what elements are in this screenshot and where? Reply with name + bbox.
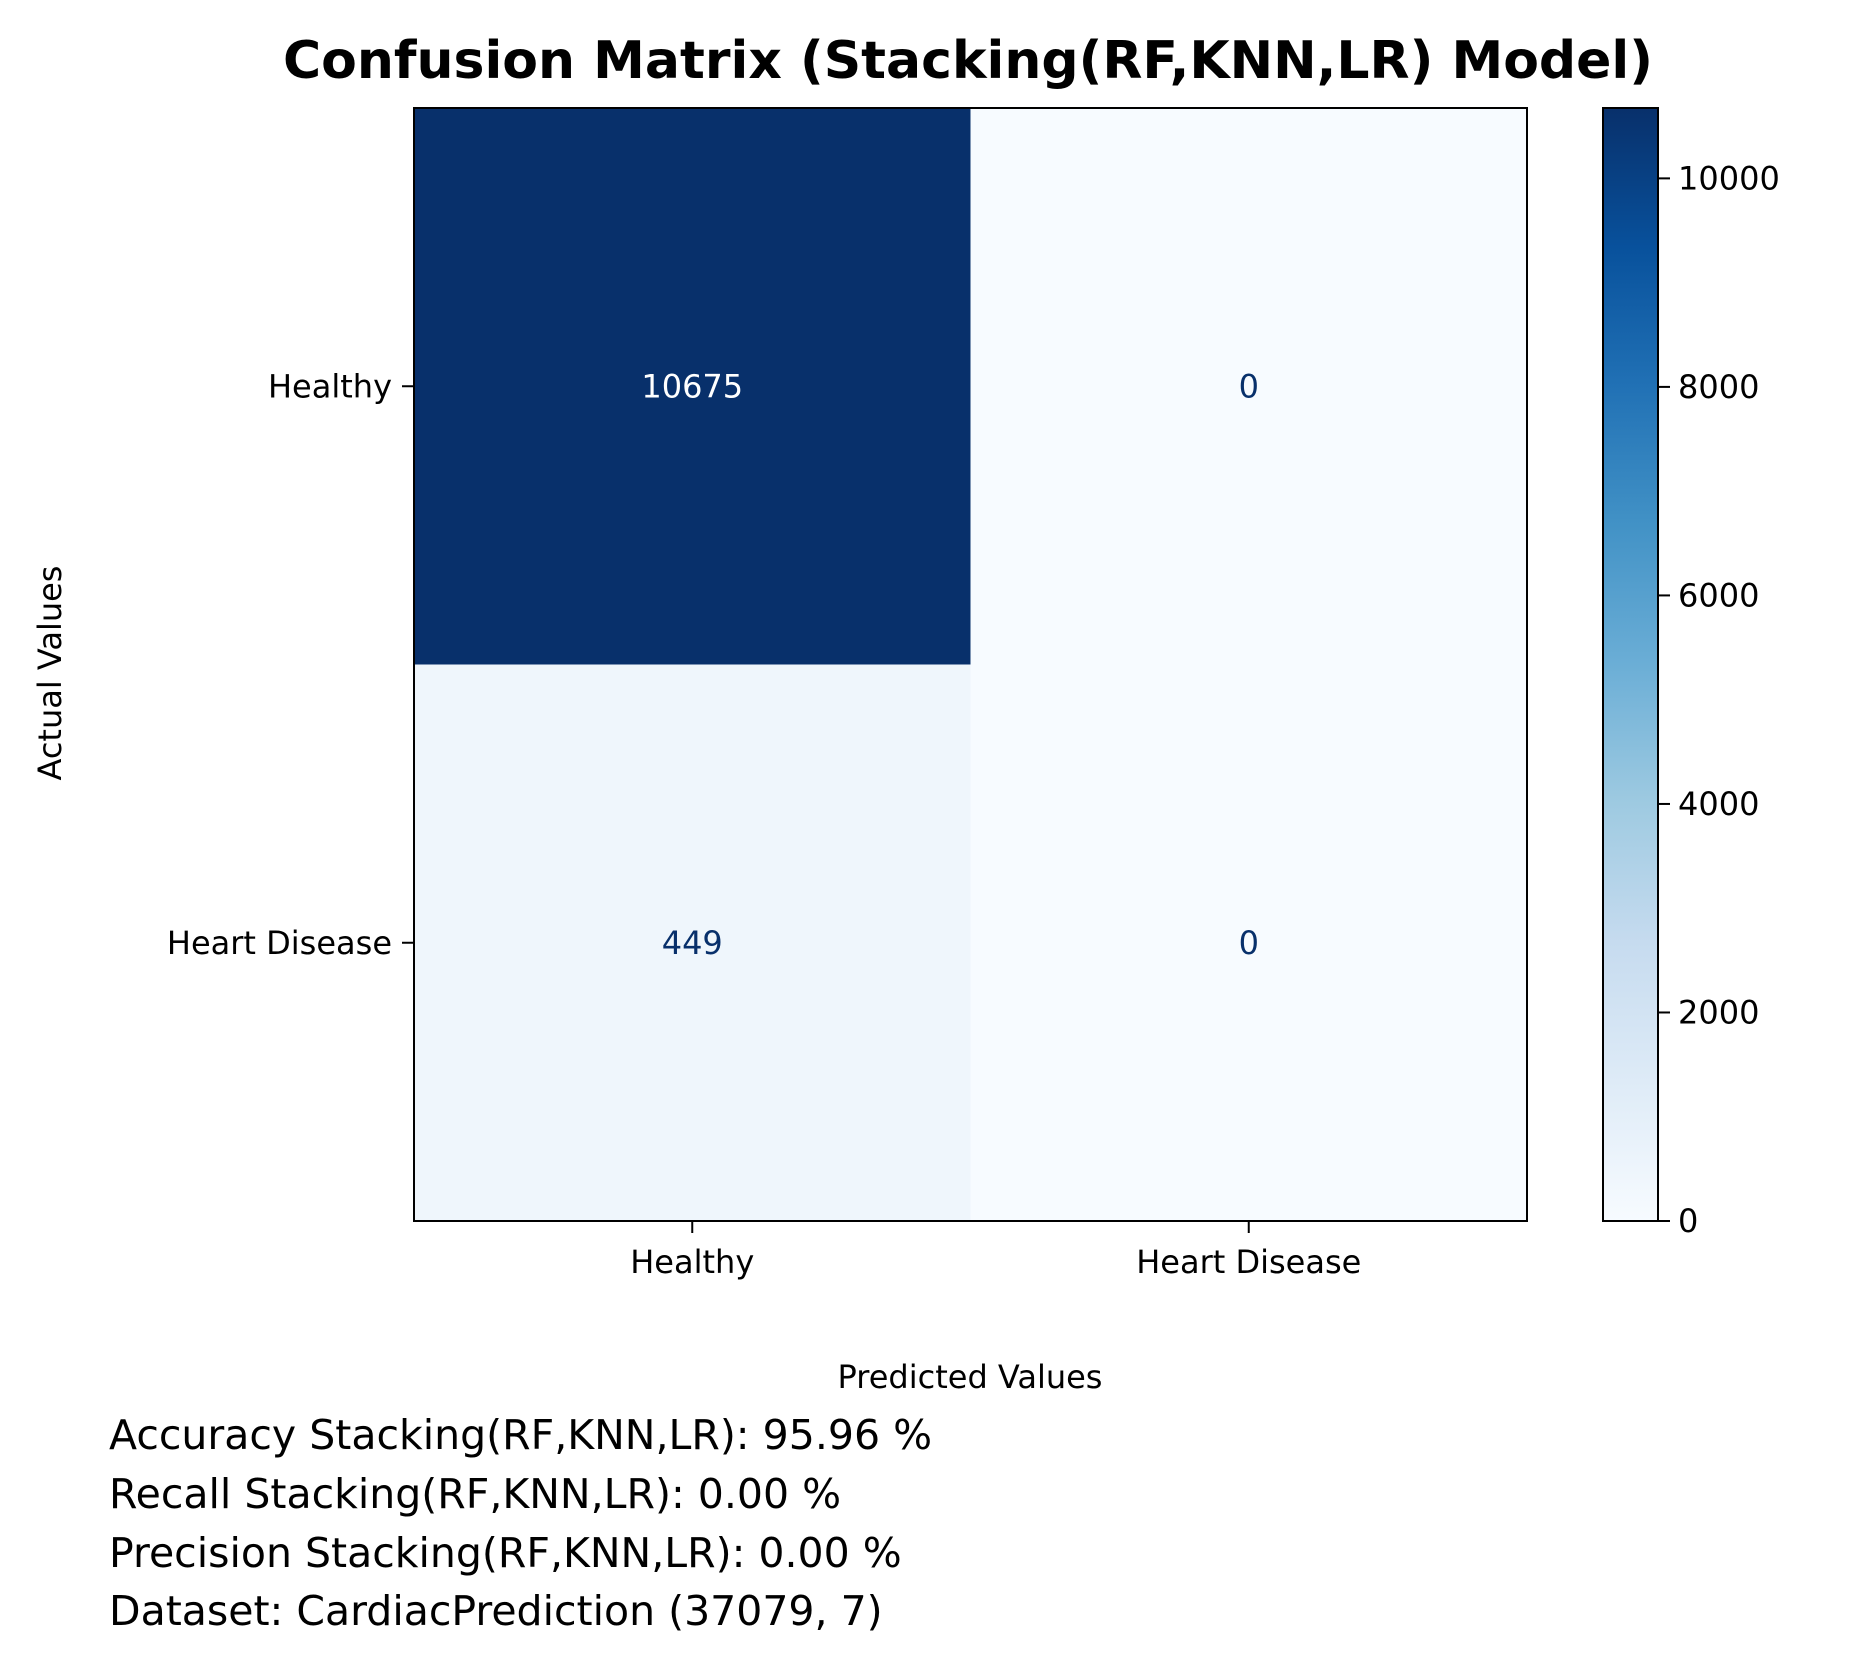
- y-axis-ticks: Healthy Heart Disease: [167, 367, 414, 962]
- colorbar: [1602, 107, 1659, 1222]
- colorbar-tick-label: 0: [1678, 1202, 1698, 1240]
- annotation-precision: Precision Stacking(RF,KNN,LR): 0.00 %: [109, 1529, 902, 1577]
- heatmap-cell: [414, 108, 971, 665]
- cell-value-label: 0: [1239, 367, 1259, 405]
- heatmap-cells: [414, 108, 1528, 1222]
- heatmap-cell: [414, 664, 971, 1222]
- x-tick-label: Heart Disease: [1136, 1243, 1361, 1281]
- annotation-dataset: Dataset: CardiacPrediction (37079, 7): [109, 1587, 883, 1635]
- y-axis-label: Actual Values: [31, 566, 69, 781]
- x-tick-label: Healthy: [630, 1243, 754, 1281]
- colorbar-ticks: 0 2000 4000 6000 8000 10000: [1658, 159, 1780, 1240]
- colorbar-tick-label: 6000: [1678, 576, 1759, 614]
- y-tick-label: Heart Disease: [167, 924, 392, 962]
- cell-value-labels: 10675 0 449 0: [641, 367, 1259, 962]
- annotation-accuracy: Accuracy Stacking(RF,KNN,LR): 95.96 %: [109, 1411, 932, 1459]
- x-axis-ticks: Healthy Heart Disease: [630, 1221, 1361, 1281]
- cell-value-label: 449: [662, 924, 723, 962]
- colorbar-tick-label: 8000: [1678, 368, 1759, 406]
- metrics-annotations: Accuracy Stacking(RF,KNN,LR): 95.96 % Re…: [109, 1411, 932, 1635]
- heatmap-cell: [970, 108, 1528, 665]
- y-tick-label: Healthy: [268, 367, 392, 405]
- plot-frame: [413, 107, 1528, 1222]
- colorbar-tick-label: 2000: [1678, 993, 1759, 1031]
- chart-title: Confusion Matrix (Stacking(RF,KNN,LR) Mo…: [283, 31, 1653, 91]
- annotation-recall: Recall Stacking(RF,KNN,LR): 0.00 %: [109, 1470, 841, 1518]
- heatmap-cell: [970, 664, 1528, 1222]
- x-axis-label: Predicted Values: [838, 1358, 1103, 1396]
- cell-value-label: 0: [1239, 924, 1259, 962]
- colorbar-tick-label: 10000: [1678, 159, 1780, 197]
- cell-value-label: 10675: [641, 367, 743, 405]
- colorbar-tick-label: 4000: [1678, 785, 1759, 823]
